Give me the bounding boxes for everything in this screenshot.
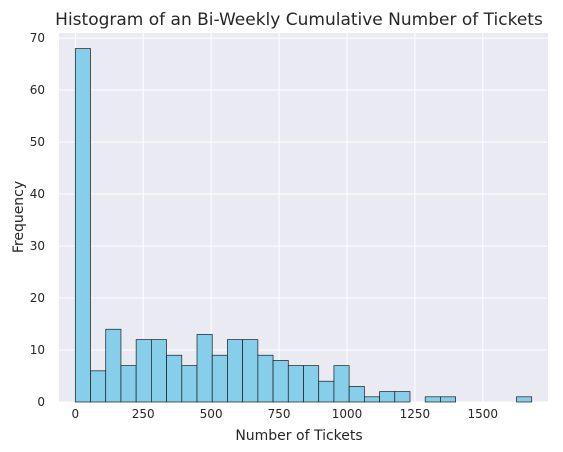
histogram-bar	[227, 339, 243, 403]
histogram-bar	[166, 354, 183, 403]
y-tick-label: 40	[30, 187, 45, 201]
histogram-bar	[272, 360, 289, 403]
y-tick-label: 10	[30, 343, 45, 357]
y-axis-label: Frequency	[11, 181, 27, 253]
histogram-bar	[348, 386, 365, 403]
histogram-bar	[211, 354, 228, 403]
y-tick-label: 60	[30, 83, 45, 97]
histogram-bar	[242, 339, 259, 403]
bars	[74, 48, 533, 403]
histogram-bar	[90, 370, 107, 403]
histogram-bar	[333, 365, 350, 403]
x-tick-label: 250	[132, 407, 155, 421]
x-tick-label: 500	[200, 407, 223, 421]
x-axis-label: Number of Tickets	[235, 428, 362, 444]
histogram-bar	[440, 396, 456, 403]
histogram-bar	[151, 339, 167, 403]
y-tick-label: 50	[30, 135, 45, 149]
histogram-bar	[135, 339, 152, 403]
y-tick-labels: 0 10 20 30 40 50 60 70	[30, 31, 45, 409]
histogram-bar	[287, 365, 304, 403]
grid-lines	[59, 33, 548, 403]
histogram-bar	[120, 365, 137, 403]
x-tick-label: 1250	[400, 407, 431, 421]
x-tick-label: 1000	[332, 407, 363, 421]
histogram-bar	[516, 396, 533, 403]
x-tick-label: 0	[71, 407, 79, 421]
y-tick-label: 0	[37, 395, 45, 409]
x-tick-label: 1500	[468, 407, 499, 421]
y-tick-label: 30	[30, 239, 45, 253]
y-tick-label: 20	[30, 291, 45, 305]
y-tick-label: 70	[30, 31, 45, 45]
histogram-bar	[303, 365, 320, 403]
histogram-bar	[74, 48, 91, 403]
histogram-bar	[379, 391, 396, 403]
histogram-bar	[257, 354, 274, 403]
histogram-bar	[105, 328, 122, 403]
histogram-bar	[364, 396, 380, 403]
x-tick-label: 750	[268, 407, 291, 421]
x-tick-labels: 0 250 500 750 1000 1250 1500	[71, 407, 498, 421]
plot-area	[59, 33, 548, 402]
histogram-bar	[196, 334, 213, 403]
histogram-bar	[394, 391, 411, 403]
chart-title: Histogram of an Bi-Weekly Cumulative Num…	[55, 10, 543, 30]
histogram-bar	[424, 396, 441, 403]
histogram-bar	[181, 365, 198, 403]
histogram-bar	[318, 380, 335, 403]
